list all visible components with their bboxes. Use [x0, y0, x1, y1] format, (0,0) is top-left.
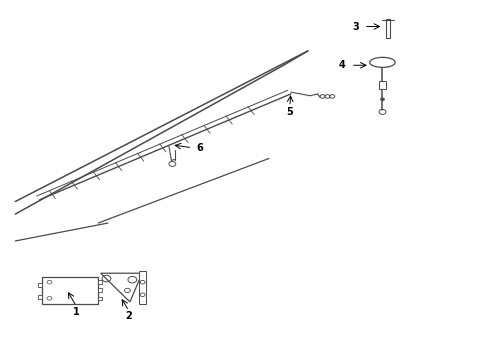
FancyBboxPatch shape — [98, 288, 102, 292]
FancyBboxPatch shape — [378, 81, 386, 89]
FancyBboxPatch shape — [386, 19, 389, 39]
Text: 1: 1 — [73, 307, 80, 316]
FancyBboxPatch shape — [42, 277, 98, 304]
Text: 5: 5 — [286, 107, 293, 117]
FancyBboxPatch shape — [38, 296, 42, 299]
Text: 2: 2 — [125, 311, 132, 321]
FancyBboxPatch shape — [38, 283, 42, 287]
Text: 6: 6 — [196, 143, 203, 153]
FancyBboxPatch shape — [98, 280, 102, 284]
FancyBboxPatch shape — [98, 297, 102, 300]
Text: 4: 4 — [338, 60, 345, 70]
Text: 3: 3 — [351, 22, 358, 32]
Ellipse shape — [369, 57, 394, 67]
FancyBboxPatch shape — [139, 271, 145, 304]
Polygon shape — [101, 273, 142, 302]
Circle shape — [380, 98, 384, 101]
